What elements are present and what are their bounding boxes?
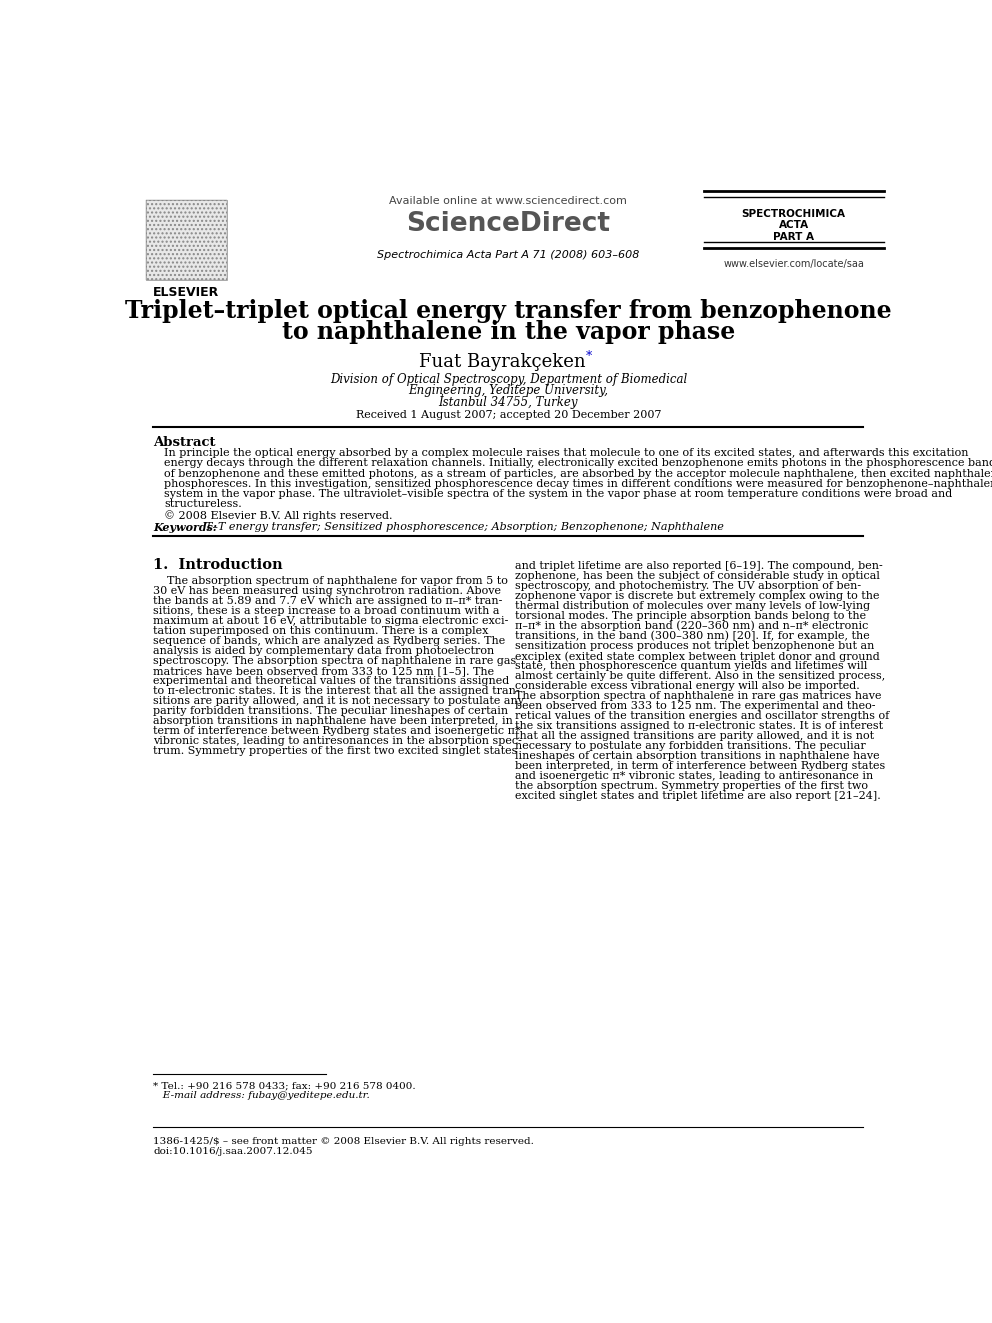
Text: state, then phosphorescence quantum yields and lifetimes will: state, then phosphorescence quantum yiel… xyxy=(515,662,867,671)
Text: * Tel.: +90 216 578 0433; fax: +90 216 578 0400.: * Tel.: +90 216 578 0433; fax: +90 216 5… xyxy=(154,1081,416,1090)
Text: The absorption spectrum of naphthalene for vapor from 5 to: The absorption spectrum of naphthalene f… xyxy=(154,577,508,586)
Text: structureless.: structureless. xyxy=(165,499,242,509)
Text: lineshapes of certain absorption transitions in naphthalene have: lineshapes of certain absorption transit… xyxy=(515,751,879,761)
Text: 1386-1425/$ – see front matter © 2008 Elsevier B.V. All rights reserved.: 1386-1425/$ – see front matter © 2008 El… xyxy=(154,1136,535,1146)
Text: ACTA: ACTA xyxy=(779,221,808,230)
Text: the six transitions assigned to π-electronic states. It is of interest: the six transitions assigned to π-electr… xyxy=(515,721,883,732)
Text: transitions, in the band (300–380 nm) [20]. If, for example, the: transitions, in the band (300–380 nm) [2… xyxy=(515,631,869,642)
Text: Triplet–triplet optical energy transfer from benzophenone: Triplet–triplet optical energy transfer … xyxy=(125,299,892,323)
Text: spectroscopy. The absorption spectra of naphthalene in rare gas: spectroscopy. The absorption spectra of … xyxy=(154,656,517,667)
Text: sensitization process produces not triplet benzophenone but an: sensitization process produces not tripl… xyxy=(515,640,874,651)
Text: 30 eV has been measured using synchrotron radiation. Above: 30 eV has been measured using synchrotro… xyxy=(154,586,501,597)
Text: PART A: PART A xyxy=(773,232,814,242)
Text: exciplex (exited state complex between triplet donor and ground: exciplex (exited state complex between t… xyxy=(515,651,879,662)
Text: matrices have been observed from 333 to 125 nm [1–5]. The: matrices have been observed from 333 to … xyxy=(154,667,495,676)
Text: energy decays through the different relaxation channels. Initially, electronical: energy decays through the different rela… xyxy=(165,459,992,468)
Text: phosphoresces. In this investigation, sensitized phosphorescence decay times in : phosphoresces. In this investigation, se… xyxy=(165,479,992,488)
Text: considerable excess vibrational energy will also be imported.: considerable excess vibrational energy w… xyxy=(515,681,859,691)
Bar xyxy=(146,200,227,280)
Text: İstanbul 34755, Turkey: İstanbul 34755, Turkey xyxy=(438,394,578,409)
Text: term of interference between Rydberg states and isoenergetic π*: term of interference between Rydberg sta… xyxy=(154,726,521,737)
Text: © 2008 Elsevier B.V. All rights reserved.: © 2008 Elsevier B.V. All rights reserved… xyxy=(165,511,393,521)
Text: and triplet lifetime are also reported [6–19]. The compound, ben-: and triplet lifetime are also reported [… xyxy=(515,561,882,570)
Text: been observed from 333 to 125 nm. The experimental and theo-: been observed from 333 to 125 nm. The ex… xyxy=(515,701,875,710)
Text: absorption transitions in naphthalene have been interpreted, in: absorption transitions in naphthalene ha… xyxy=(154,716,513,726)
Text: sitions, these is a steep increase to a broad continuum with a: sitions, these is a steep increase to a … xyxy=(154,606,500,617)
Text: sitions are parity allowed, and it is not necessary to postulate any: sitions are parity allowed, and it is no… xyxy=(154,696,525,706)
Text: trum. Symmetry properties of the first two excited singlet states: trum. Symmetry properties of the first t… xyxy=(154,746,518,757)
Text: been interpreted, in term of interference between Rydberg states: been interpreted, in term of interferenc… xyxy=(515,761,885,771)
Text: Fuat Bayrakçeken: Fuat Bayrakçeken xyxy=(419,353,585,370)
Text: sequence of bands, which are analyzed as Rydberg series. The: sequence of bands, which are analyzed as… xyxy=(154,636,506,647)
Text: torsional modes. The principle absorption bands belong to the: torsional modes. The principle absorptio… xyxy=(515,611,866,620)
Text: and isoenergetic π* vibronic states, leading to antiresonance in: and isoenergetic π* vibronic states, lea… xyxy=(515,771,873,781)
Text: almost certainly be quite different. Also in the sensitized process,: almost certainly be quite different. Als… xyxy=(515,671,885,681)
Text: E-mail address: fubay@yeditepe.edu.tr.: E-mail address: fubay@yeditepe.edu.tr. xyxy=(154,1091,370,1101)
Text: excited singlet states and triplet lifetime are also report [21–24].: excited singlet states and triplet lifet… xyxy=(515,791,880,802)
Text: In principle the optical energy absorbed by a complex molecule raises that molec: In principle the optical energy absorbed… xyxy=(165,448,969,458)
Text: necessary to postulate any forbidden transitions. The peculiar: necessary to postulate any forbidden tra… xyxy=(515,741,865,751)
Text: ScienceDirect: ScienceDirect xyxy=(407,212,610,237)
Text: analysis is aided by complementary data from photoelectron: analysis is aided by complementary data … xyxy=(154,647,495,656)
Text: the absorption spectrum. Symmetry properties of the first two: the absorption spectrum. Symmetry proper… xyxy=(515,781,868,791)
Text: experimental and theoretical values of the transitions assigned: experimental and theoretical values of t… xyxy=(154,676,510,687)
Bar xyxy=(146,200,227,280)
Text: 1.  Introduction: 1. Introduction xyxy=(154,558,283,572)
Text: Received 1 August 2007; accepted 20 December 2007: Received 1 August 2007; accepted 20 Dece… xyxy=(356,410,661,419)
Text: Engineering, Yeditepe University,: Engineering, Yeditepe University, xyxy=(409,384,608,397)
Text: tation superimposed on this continuum. There is a complex: tation superimposed on this continuum. T… xyxy=(154,626,489,636)
Text: T–T energy transfer; Sensitized phosphorescence; Absorption; Benzophenone; Napht: T–T energy transfer; Sensitized phosphor… xyxy=(197,523,723,532)
Text: zophenone, has been the subject of considerable study in optical: zophenone, has been the subject of consi… xyxy=(515,570,880,581)
Text: maximum at about 16 eV, attributable to sigma electronic exci-: maximum at about 16 eV, attributable to … xyxy=(154,617,509,626)
Text: www.elsevier.com/locate/saa: www.elsevier.com/locate/saa xyxy=(723,259,864,269)
Text: that all the assigned transitions are parity allowed, and it is not: that all the assigned transitions are pa… xyxy=(515,732,874,741)
Text: to π-electronic states. It is the interest that all the assigned tran-: to π-electronic states. It is the intere… xyxy=(154,687,520,696)
Text: Division of Optical Spectroscopy, Department of Biomedical: Division of Optical Spectroscopy, Depart… xyxy=(329,373,687,386)
Text: parity forbidden transitions. The peculiar lineshapes of certain: parity forbidden transitions. The peculi… xyxy=(154,706,509,716)
Text: π–π* in the absorption band (220–360 nm) and n–π* electronic: π–π* in the absorption band (220–360 nm)… xyxy=(515,620,868,631)
Text: spectroscopy, and photochemistry. The UV absorption of ben-: spectroscopy, and photochemistry. The UV… xyxy=(515,581,861,591)
Text: Available online at www.sciencedirect.com: Available online at www.sciencedirect.co… xyxy=(390,196,627,205)
Text: system in the vapor phase. The ultraviolet–visible spectra of the system in the : system in the vapor phase. The ultraviol… xyxy=(165,490,952,499)
Text: doi:10.1016/j.saa.2007.12.045: doi:10.1016/j.saa.2007.12.045 xyxy=(154,1147,312,1156)
Text: of benzophenone and these emitted photons, as a stream of particles, are absorbe: of benzophenone and these emitted photon… xyxy=(165,468,992,479)
Text: the bands at 5.89 and 7.7 eV which are assigned to π–π* tran-: the bands at 5.89 and 7.7 eV which are a… xyxy=(154,597,503,606)
Text: vibronic states, leading to antiresonances in the absorption spec-: vibronic states, leading to antiresonanc… xyxy=(154,737,523,746)
Text: Abstract: Abstract xyxy=(154,437,216,448)
Text: to naphthalene in the vapor phase: to naphthalene in the vapor phase xyxy=(282,320,735,344)
Text: ELSEVIER: ELSEVIER xyxy=(153,286,219,299)
Text: retical values of the transition energies and oscillator strengths of: retical values of the transition energie… xyxy=(515,710,889,721)
Text: Spectrochimica Acta Part A 71 (2008) 603–608: Spectrochimica Acta Part A 71 (2008) 603… xyxy=(377,250,640,259)
Text: thermal distribution of molecules over many levels of low-lying: thermal distribution of molecules over m… xyxy=(515,601,870,611)
Text: The absorption spectra of naphthalene in rare gas matrices have: The absorption spectra of naphthalene in… xyxy=(515,691,881,701)
Text: Keywords:: Keywords: xyxy=(154,523,217,533)
Text: SPECTROCHIMICA: SPECTROCHIMICA xyxy=(742,209,845,218)
Text: *: * xyxy=(586,349,592,363)
Text: zophenone vapor is discrete but extremely complex owing to the: zophenone vapor is discrete but extremel… xyxy=(515,591,879,601)
